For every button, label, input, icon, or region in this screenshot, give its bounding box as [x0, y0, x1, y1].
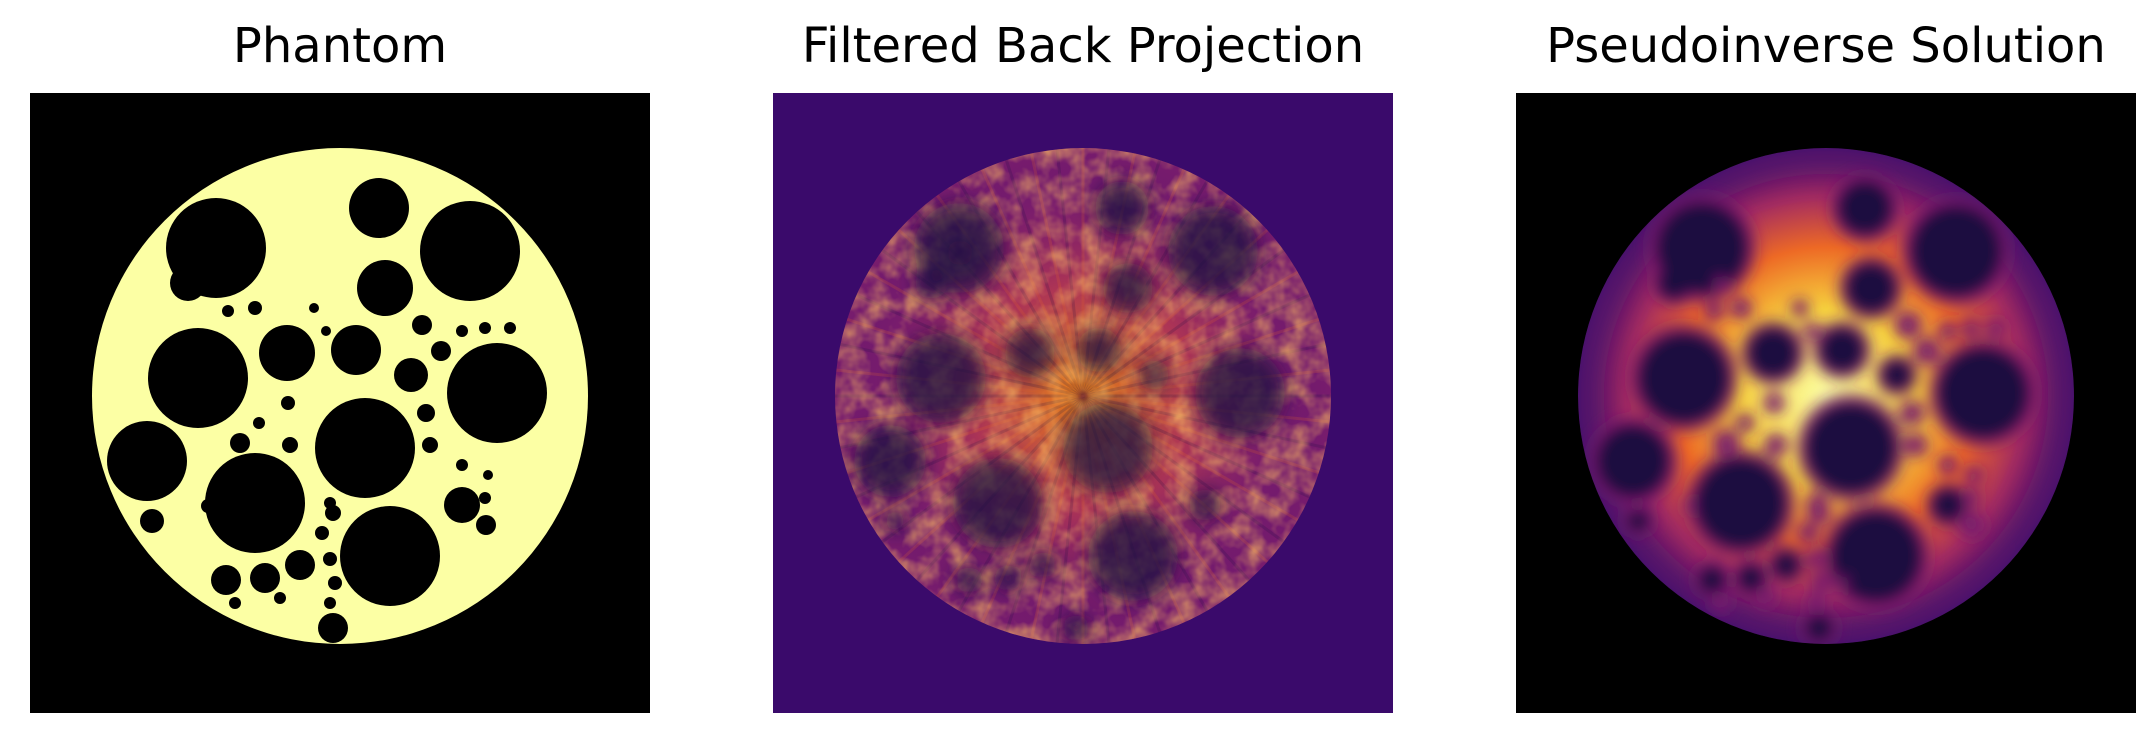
fbp-image — [773, 93, 1393, 713]
fbp-title: Filtered Back Projection — [801, 18, 1365, 74]
pseudoinverse-title: Pseudoinverse Solution — [1546, 18, 2106, 74]
phantom-title: Phantom — [232, 18, 448, 74]
pseudoinverse-image — [1516, 93, 2136, 713]
phantom-image — [30, 93, 650, 713]
pseudoinverse-panel: Pseudoinverse Solution — [1516, 0, 2136, 738]
phantom-panel: Phantom — [30, 0, 650, 738]
fbp-panel: Filtered Back Projection — [773, 0, 1393, 738]
